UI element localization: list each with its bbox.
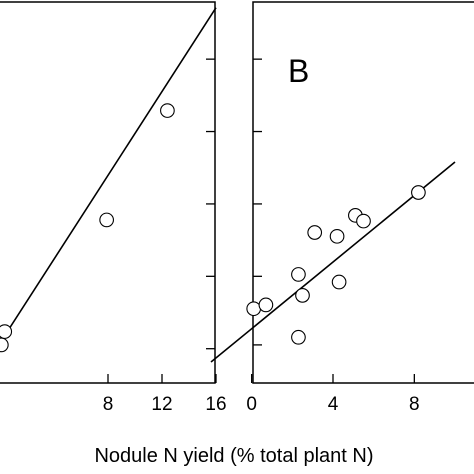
panel-b-data-point <box>295 288 310 303</box>
panel-a-ticks <box>107 58 217 383</box>
panel-b-data-point <box>291 267 306 282</box>
panel-b-data-point <box>329 228 345 244</box>
panel-b: B 0 4 8 <box>210 1 474 415</box>
panel-a-x-tick-label: 16 <box>205 394 226 415</box>
panel-b-data-point <box>246 301 262 317</box>
panel-b-points <box>246 185 426 345</box>
panel-b-frame <box>252 1 474 384</box>
panel-a-tick-labels: 8 12 16 <box>103 394 227 415</box>
panel-a-data-point <box>99 212 114 228</box>
x-axis-title: Nodule N yield (% total plant N) <box>94 445 373 467</box>
panel-a-data-point <box>160 103 175 118</box>
panel-b-data-point <box>291 329 306 345</box>
panel-b-x-tick-label: 4 <box>328 394 339 415</box>
panel-b-letter: B <box>288 53 309 89</box>
panel-a-frame <box>0 1 216 384</box>
panel-b-data-point <box>258 297 274 313</box>
panel-a-x-tick-label: 12 <box>151 394 172 415</box>
panel-a-x-tick-label: 8 <box>103 394 114 415</box>
panel-b-x-tick-label: 8 <box>409 394 420 415</box>
panel-b-tick-labels: 0 4 8 <box>246 394 419 415</box>
panel-b-data-point <box>356 213 371 229</box>
panel-a-data-point <box>0 324 13 339</box>
panel-a-line-layer <box>0 7 217 344</box>
panel-b-ticks <box>251 58 415 383</box>
panel-b-data-point <box>331 274 347 290</box>
panel-a-points <box>0 103 175 353</box>
panel-a-data-point <box>0 337 9 353</box>
panel-a-fit-line <box>0 7 217 344</box>
panel-b-data-point <box>411 185 426 200</box>
panel-b-data-point <box>307 225 323 240</box>
panel-a: 8 12 16 <box>0 1 227 415</box>
panel-b-x-tick-label: 0 <box>246 394 257 415</box>
